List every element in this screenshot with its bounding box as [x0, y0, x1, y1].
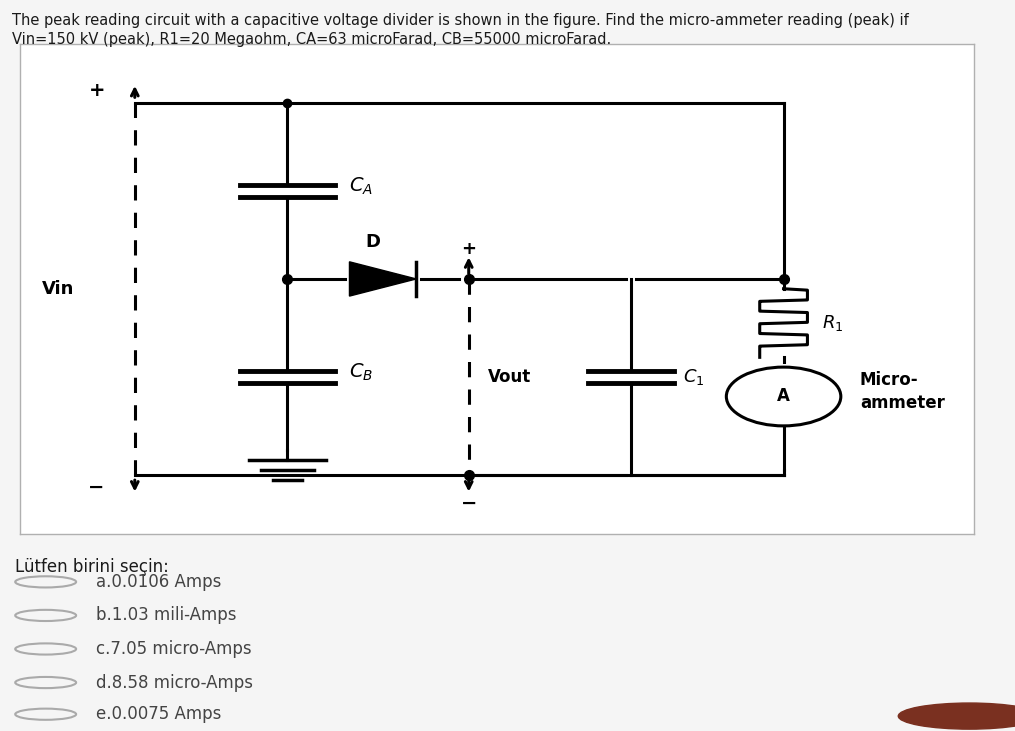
Text: Vin=150 kV (peak), R1=20 Megaohm, CA=63 microFarad, CB=55000 microFarad.: Vin=150 kV (peak), R1=20 Megaohm, CA=63 … — [12, 32, 611, 48]
Text: $R_1$: $R_1$ — [822, 313, 843, 333]
Text: a.0.0106 Amps: a.0.0106 Amps — [96, 573, 222, 591]
Text: +: + — [88, 81, 105, 100]
Text: −: − — [461, 494, 477, 513]
Circle shape — [898, 703, 1015, 729]
Text: $C_B$: $C_B$ — [349, 361, 374, 382]
Text: +: + — [461, 240, 476, 259]
Text: Vin: Vin — [43, 280, 75, 298]
Text: The peak reading circuit with a capacitive voltage divider is shown in the figur: The peak reading circuit with a capaciti… — [12, 13, 908, 29]
Text: Micro-
ammeter: Micro- ammeter — [860, 371, 945, 412]
Text: −: − — [88, 477, 105, 496]
Text: e.0.0075 Amps: e.0.0075 Amps — [96, 705, 222, 723]
Text: $C_1$: $C_1$ — [683, 367, 704, 387]
Polygon shape — [349, 262, 416, 296]
Text: b.1.03 mili-Amps: b.1.03 mili-Amps — [96, 607, 236, 624]
Text: d.8.58 micro-Amps: d.8.58 micro-Amps — [96, 673, 254, 692]
Text: D: D — [365, 233, 381, 251]
Text: Lütfen birini seçin:: Lütfen birini seçin: — [15, 558, 170, 575]
Text: c.7.05 micro-Amps: c.7.05 micro-Amps — [96, 640, 252, 658]
Text: A: A — [777, 387, 790, 406]
Text: $C_A$: $C_A$ — [349, 175, 374, 197]
Text: Vout: Vout — [488, 368, 531, 386]
